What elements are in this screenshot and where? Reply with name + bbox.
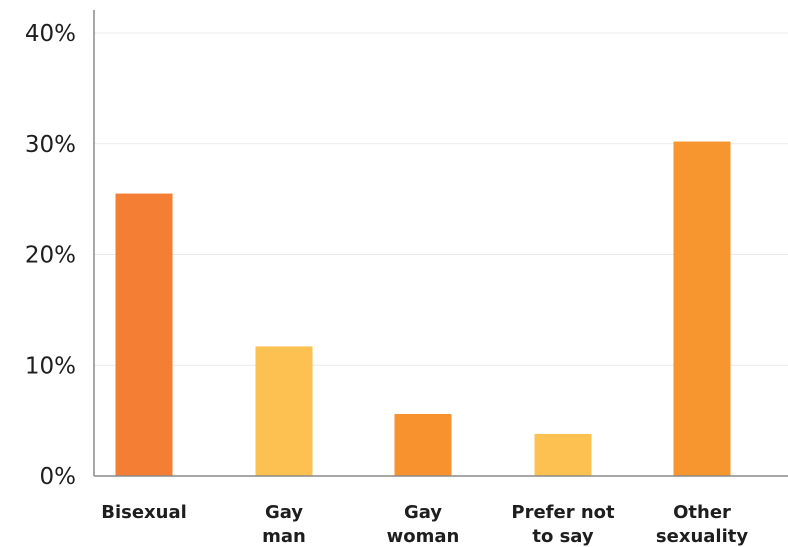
category-label-line: sexuality xyxy=(656,526,748,547)
category-label-line: Prefer not xyxy=(511,502,615,523)
x-category-labels: Bisexual Gay man Gay woman Prefer not to say Ot… xyxy=(101,502,748,547)
category-label-line: woman xyxy=(387,526,460,547)
category-label-line: to say xyxy=(532,526,594,547)
category-label-line: Gay xyxy=(404,502,442,523)
category-label-1: Gay man xyxy=(262,502,306,547)
category-label-4: Other sexuality xyxy=(656,502,748,547)
category-label-3: Prefer not to say xyxy=(511,502,615,547)
y-tick-label-20: 20% xyxy=(25,243,76,269)
bar-0 xyxy=(115,193,173,476)
y-tick-label-0: 0% xyxy=(40,464,77,490)
y-tick-label-30: 30% xyxy=(25,132,76,158)
category-label-line: Gay xyxy=(265,502,303,523)
category-label-0: Bisexual xyxy=(101,502,187,523)
category-label-2: Gay woman xyxy=(387,502,460,547)
gridlines xyxy=(94,32,788,366)
axes xyxy=(93,10,788,477)
bars xyxy=(115,141,731,476)
bar-4 xyxy=(673,141,731,476)
category-label-line: Bisexual xyxy=(101,502,187,523)
bar-3 xyxy=(534,433,592,476)
y-tick-label-40: 40% xyxy=(25,21,76,47)
category-label-line: Other xyxy=(673,502,731,523)
bar-2 xyxy=(394,413,452,476)
y-tick-label-10: 10% xyxy=(25,353,76,379)
y-tick-labels: 0% 10% 20% 30% 40% xyxy=(25,21,76,490)
category-label-line: man xyxy=(262,526,306,547)
bar-1 xyxy=(255,346,313,476)
